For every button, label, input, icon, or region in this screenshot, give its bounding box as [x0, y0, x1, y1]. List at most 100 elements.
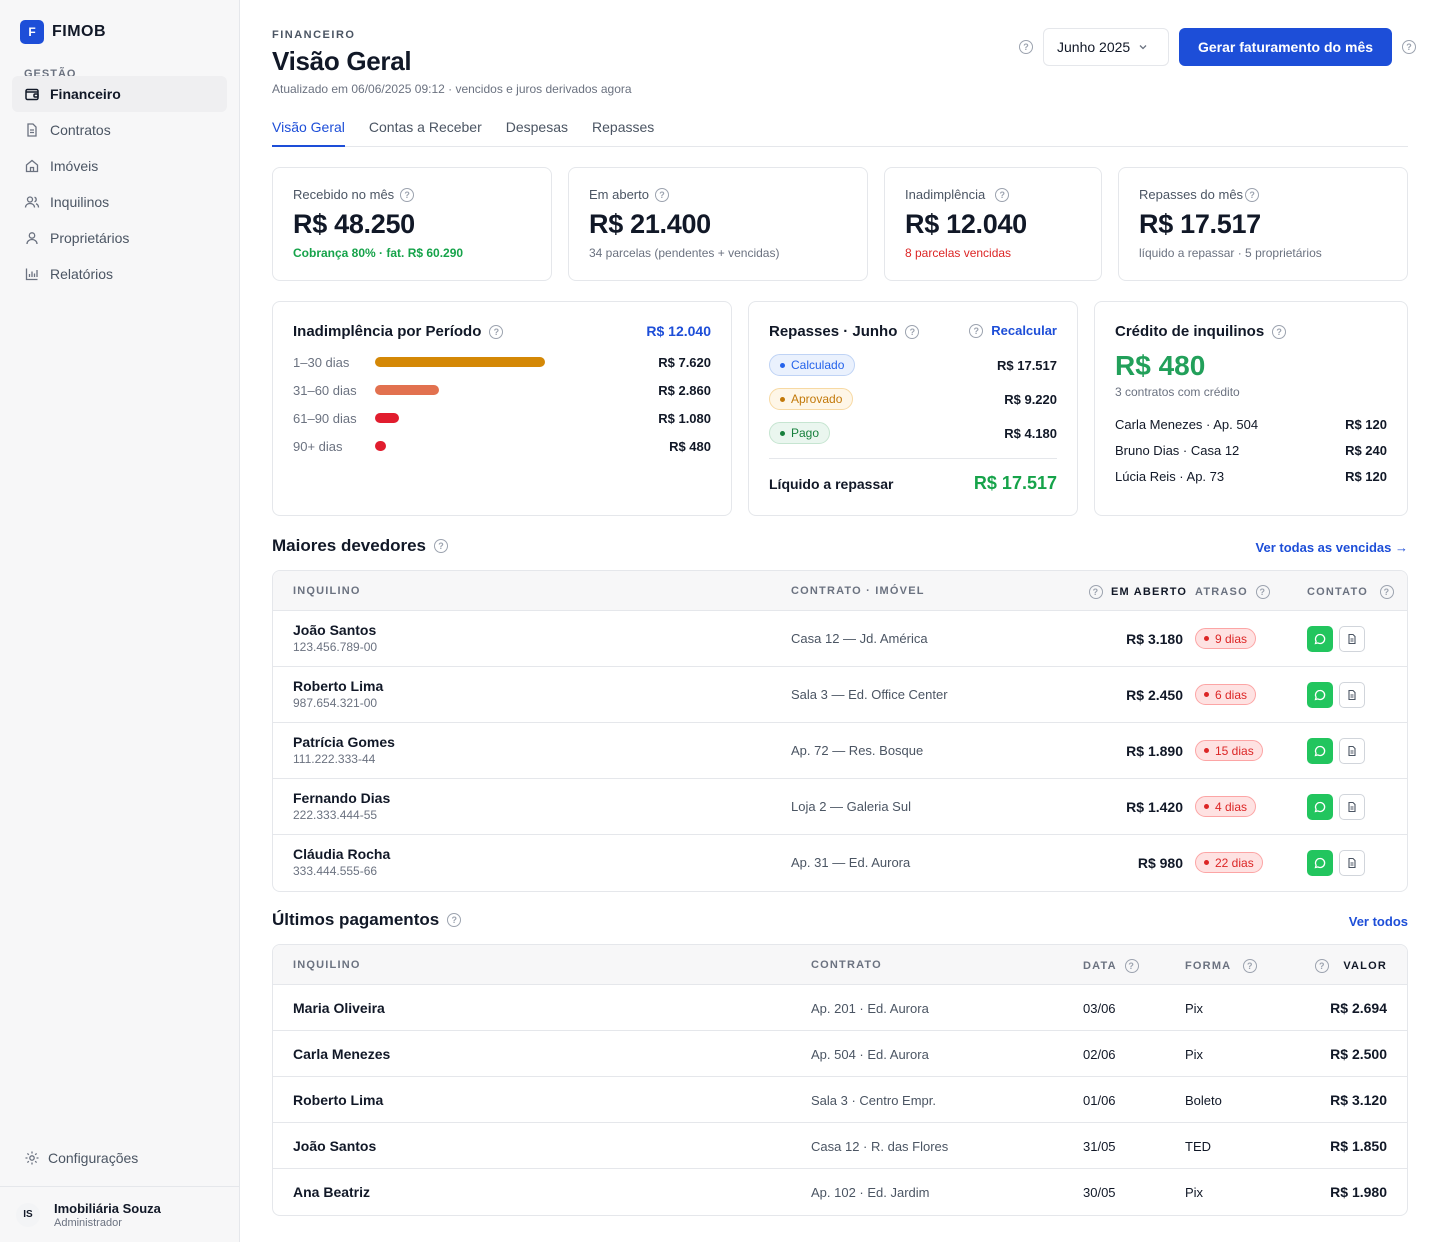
column-header-late[interactable]: ATRASO? [1195, 585, 1270, 599]
tenant-name[interactable]: Cláudia Rocha [293, 846, 391, 862]
help-icon[interactable]: ? [434, 539, 449, 553]
help-icon[interactable]: ? [1402, 40, 1416, 54]
table-row[interactable]: Fernando Dias 222.333.444-55 Loja 2 — Gale… [273, 779, 1407, 835]
tab-despesas[interactable]: Despesas [505, 119, 569, 135]
document-button[interactable] [1339, 626, 1365, 652]
column-header-value[interactable]: ? VALOR [1315, 959, 1387, 973]
table-body: João Santos 123.456.789-00 Casa 12 — Jd. A… [273, 611, 1407, 891]
tenant-name[interactable]: João Santos [293, 622, 377, 638]
help-icon[interactable]: ? [1245, 187, 1260, 202]
help-icon[interactable]: ? [1243, 959, 1258, 973]
kpi-label-wrap: Inadimplência? [905, 187, 1010, 202]
help-icon[interactable]: ? [1255, 585, 1270, 599]
sidebar-item-label: Imóveis [50, 158, 99, 174]
view-overdue-link[interactable]: Ver todas as vencidas → [1255, 540, 1408, 555]
whatsapp-button[interactable] [1307, 738, 1333, 764]
help-icon[interactable]: ? [1089, 585, 1103, 599]
late-badge: 6 dias [1195, 684, 1257, 705]
tenant-cell: João Santos 123.456.789-00 [293, 622, 377, 654]
column-header-contract[interactable]: CONTRATO · IMÓVEL [791, 585, 925, 597]
sidebar-item-imoveis[interactable]: Imóveis [12, 148, 227, 184]
table-row[interactable]: Roberto Lima 987.654.321-00 Sala 3 — Ed. O… [273, 667, 1407, 723]
open-amount: R$ 2.450 [1126, 687, 1183, 703]
tenant-name[interactable]: Roberto Lima [293, 1092, 384, 1108]
help-icon[interactable]: ? [1379, 585, 1394, 599]
sidebar-item-label: Contratos [50, 122, 111, 138]
credit-amount: R$ 120 [1345, 417, 1387, 432]
tenant-name[interactable]: João Santos [293, 1138, 377, 1154]
help-icon[interactable]: ? [969, 323, 984, 338]
page-title: Visão Geral [272, 46, 412, 76]
help-icon[interactable]: ? [654, 187, 669, 202]
document-button[interactable] [1339, 850, 1365, 876]
column-header-contract[interactable]: CONTRATO [811, 959, 882, 971]
tenant-name[interactable]: Ana Beatriz [293, 1184, 371, 1200]
tenant-name[interactable]: Roberto Lima [293, 678, 384, 694]
document-button[interactable] [1339, 682, 1365, 708]
chat-icon [1314, 633, 1326, 645]
user-profile[interactable]: IS Imobiliária Souza Administrador [0, 1186, 240, 1242]
recalculate-button[interactable]: ? Recalcular [969, 323, 1057, 338]
document-icon [1348, 689, 1356, 701]
help-icon[interactable]: ? [1272, 324, 1287, 339]
contract-property: Loja 2 — Galeria Sul [791, 799, 911, 814]
column-header-date[interactable]: DATA? [1083, 959, 1139, 973]
tenant-document: 333.444.555-66 [293, 864, 378, 878]
credit-row: Bruno Dias · Casa 12 R$ 240 [1115, 443, 1387, 458]
kpi-value: R$ 48.250 [293, 209, 415, 239]
column-header-label: FORMA [1185, 960, 1232, 972]
sidebar-item-relatorios[interactable]: Relatórios [12, 256, 227, 292]
sidebar-item-financeiro[interactable]: Financeiro [12, 76, 227, 112]
table-row[interactable]: Ana Beatriz Ap. 102 · Ed. Jardim 30/05 Pix R… [273, 1169, 1407, 1215]
app-logo[interactable]: F FIMOB [20, 20, 106, 44]
column-header-open[interactable]: ? EM ABERTO [1089, 585, 1187, 599]
payment-method: Pix [1185, 1001, 1204, 1016]
sidebar-item-contratos[interactable]: Contratos [12, 112, 227, 148]
whatsapp-button[interactable] [1307, 626, 1333, 652]
sidebar-item-configuracoes[interactable]: Configurações [24, 1150, 138, 1166]
table-row[interactable]: Roberto Lima Sala 3 · Centro Empr. 01/06 Bo… [273, 1077, 1407, 1123]
help-icon[interactable]: ? [995, 187, 1010, 202]
help-icon[interactable]: ? [1019, 40, 1033, 54]
table-row[interactable]: Carla Menezes Ap. 504 · Ed. Aurora 02/06 Pi… [273, 1031, 1407, 1077]
table-row[interactable]: Patrícia Gomes 111.222.333-44 Ap. 72 — Res… [273, 723, 1407, 779]
table-row[interactable]: Maria Oliveira Ap. 201 · Ed. Aurora 03/06 P… [273, 985, 1407, 1031]
table-row[interactable]: João Santos 123.456.789-00 Casa 12 — Jd. A… [273, 611, 1407, 667]
tenant-name[interactable]: Patrícia Gomes [293, 734, 395, 750]
column-header-tenant[interactable]: INQUILINO [293, 959, 361, 971]
tenant-name[interactable]: Maria Oliveira [293, 1000, 385, 1016]
view-all-payments-link[interactable]: Ver todos [1348, 914, 1408, 929]
tenant-name[interactable]: Fernando Dias [293, 790, 391, 806]
tab-contas-a-receber[interactable]: Contas a Receber [368, 119, 482, 135]
help-icon[interactable]: ? [1124, 959, 1139, 973]
tenant-name[interactable]: Carla Menezes [293, 1046, 391, 1062]
contract-property: Ap. 31 — Ed. Aurora [791, 855, 911, 870]
column-header-tenant[interactable]: INQUILINO [293, 585, 361, 597]
column-header-label: DATA [1083, 960, 1117, 972]
month-select[interactable]: Junho 2025 [1043, 28, 1169, 66]
document-button[interactable] [1339, 794, 1365, 820]
table-row[interactable]: Cláudia Rocha 333.444.555-66 Ap. 31 — Ed. … [273, 835, 1407, 891]
sidebar-item-proprietarios[interactable]: Proprietários [12, 220, 227, 256]
column-header-method[interactable]: FORMA? [1185, 959, 1258, 973]
status-badge: Calculado [769, 354, 856, 376]
column-header-contact[interactable]: CONTATO? [1307, 585, 1394, 599]
contract-property: Casa 12 — Jd. América [791, 631, 928, 646]
help-icon[interactable]: ? [447, 913, 462, 927]
late-cell: 22 dias [1195, 852, 1263, 873]
whatsapp-button[interactable] [1307, 850, 1333, 876]
document-button[interactable] [1339, 738, 1365, 764]
whatsapp-button[interactable] [1307, 682, 1333, 708]
tab-visao-geral[interactable]: Visão Geral [272, 118, 345, 147]
aging-row: 1–30 dias R$ 7.620 [293, 354, 711, 370]
generate-billing-button[interactable]: Gerar faturamento do mês [1179, 28, 1392, 66]
tab-repasses[interactable]: Repasses [592, 119, 655, 135]
whatsapp-button[interactable] [1307, 794, 1333, 820]
table-row[interactable]: João Santos Casa 12 · R. das Flores 31/05 T… [273, 1123, 1407, 1169]
sidebar-item-inquilinos[interactable]: Inquilinos [12, 184, 227, 220]
table-body: Maria Oliveira Ap. 201 · Ed. Aurora 03/06 P… [273, 985, 1407, 1215]
help-icon[interactable]: ? [905, 324, 920, 339]
help-icon[interactable]: ? [489, 324, 504, 339]
help-icon[interactable]: ? [1315, 959, 1330, 973]
help-icon[interactable]: ? [400, 187, 415, 202]
